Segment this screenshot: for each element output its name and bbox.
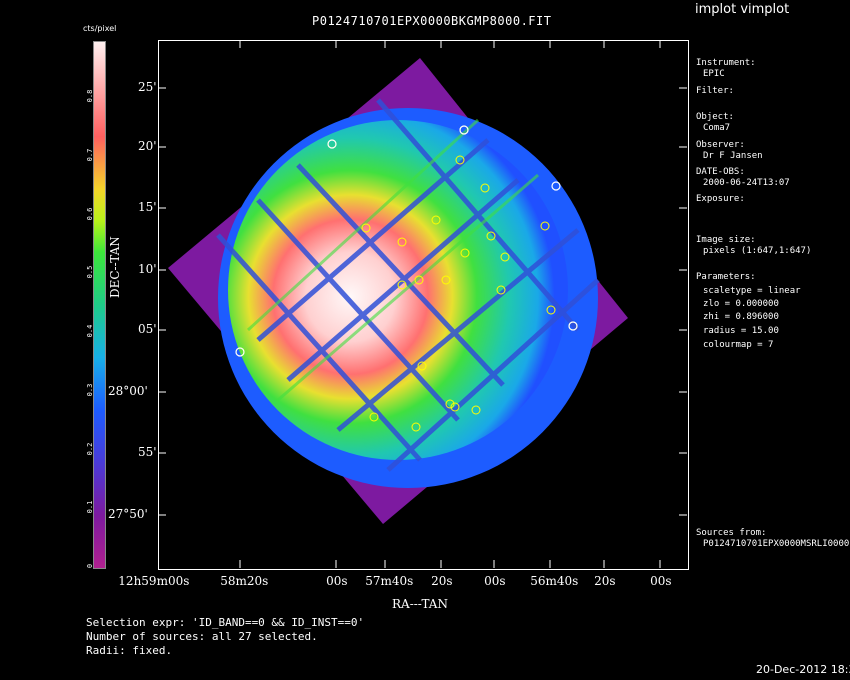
param-scaletype: scaletype = linear: [703, 286, 801, 296]
sources-value: P0124710701EPX0000MSRLI0000.F: [703, 539, 850, 549]
sources-label: Sources from:: [696, 528, 767, 538]
colorbar-tick-label: 0.5: [86, 266, 94, 279]
x-tick-label: 00s: [326, 574, 348, 588]
colorbar-tick-label: 0.1: [86, 500, 94, 514]
y-tick-label: 27°50': [108, 507, 148, 521]
image-size-label: Image size:: [696, 235, 756, 245]
timestamp: 20-Dec-2012 18:37: [756, 663, 850, 676]
y-tick-label: 25': [138, 80, 157, 94]
y-tick-label: 20': [138, 139, 157, 153]
y-tick-label: 15': [138, 200, 157, 214]
exposure-label: Exposure:: [696, 194, 745, 204]
x-tick-label: 20s: [431, 574, 453, 588]
object-label: Object:: [696, 112, 734, 122]
y-axis-title: DEC--TAN: [108, 236, 122, 298]
selection-expr: Selection expr: 'ID_BAND==0 && ID_INST==…: [86, 616, 365, 629]
colorbar-tick-label: 0.4: [86, 324, 94, 338]
plot-frame: [158, 40, 689, 570]
x-axis-title: RA---TAN: [392, 597, 448, 611]
emission-disc: [228, 120, 568, 460]
colorbar-tick-label: 0: [86, 563, 94, 569]
colorbar-tick-label: 0.3: [86, 383, 94, 397]
source-circles: [235, 125, 578, 432]
y-tick-label: 10': [138, 262, 157, 276]
param-colourmap: colourmap = 7: [703, 340, 774, 350]
colorbar-tick-label: 0.6: [86, 207, 94, 221]
y-tick-label: 55': [138, 445, 157, 459]
observer-value: Dr F Jansen: [703, 151, 763, 161]
chip-gaps: [216, 98, 600, 472]
instrument-value: EPIC: [703, 69, 725, 79]
x-tick-label: 58m20s: [220, 574, 269, 588]
colorbar: [93, 41, 106, 569]
y-tick-label: 28°00': [108, 384, 148, 398]
observer-label: Observer:: [696, 140, 745, 150]
parameters-label: Parameters:: [696, 272, 756, 282]
date-value: 2000-06-24T13:07: [703, 178, 790, 188]
radii-mode: Radii: fixed.: [86, 644, 173, 657]
heatmap-image: [158, 40, 687, 568]
object-value: Coma7: [703, 123, 731, 133]
param-zhi: zhi = 0.896000: [703, 312, 779, 322]
colorbar-tick-label: 0.2: [86, 442, 94, 455]
source-count: Number of sources: all 27 selected.: [86, 630, 318, 643]
x-tick-label: 20s: [594, 574, 616, 588]
instrument-label: Instrument:: [696, 58, 756, 68]
image-size-value: pixels (1:647,1:647): [703, 246, 812, 256]
app-title: implot vimplot: [695, 2, 790, 17]
date-label: DATE-OBS:: [696, 167, 745, 177]
axis-ticks: [158, 40, 687, 568]
colorbar-unit: cts/pixel: [83, 24, 117, 33]
x-tick-label: 57m40s: [365, 574, 414, 588]
x-tick-label: 56m40s: [530, 574, 579, 588]
colorbar-tick-label: 0.7: [86, 148, 94, 162]
x-tick-label: 12h59m00s: [118, 574, 190, 588]
plot-title: P0124710701EPX0000BKGMP8000.FIT: [312, 14, 552, 28]
x-tick-label: 00s: [650, 574, 672, 588]
x-tick-label: 00s: [484, 574, 506, 588]
y-tick-label: 05': [138, 322, 157, 336]
filter-label: Filter:: [696, 86, 734, 96]
colorbar-tick-label: 0.8: [86, 90, 94, 103]
param-radius: radius = 15.00: [703, 326, 779, 336]
param-zlo: zlo = 0.000000: [703, 299, 779, 309]
bright-source-circles: [235, 125, 578, 357]
